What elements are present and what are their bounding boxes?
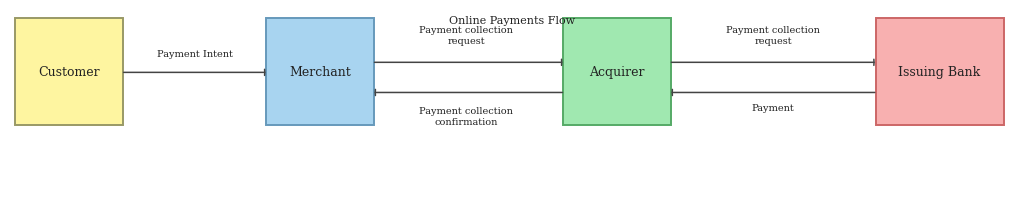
- Text: Issuing Bank: Issuing Bank: [898, 66, 981, 78]
- FancyBboxPatch shape: [266, 19, 374, 125]
- FancyBboxPatch shape: [563, 19, 671, 125]
- FancyBboxPatch shape: [876, 19, 1004, 125]
- Text: Acquirer: Acquirer: [589, 66, 645, 78]
- Text: Payment collection
confirmation: Payment collection confirmation: [419, 106, 513, 126]
- Text: Payment Intent: Payment Intent: [157, 50, 232, 58]
- Text: Payment collection
request: Payment collection request: [726, 26, 820, 46]
- FancyBboxPatch shape: [15, 19, 123, 125]
- Text: Payment: Payment: [752, 104, 795, 112]
- Text: Customer: Customer: [38, 66, 100, 78]
- Text: Payment collection
request: Payment collection request: [419, 26, 513, 46]
- Text: Merchant: Merchant: [289, 66, 351, 78]
- Text: Online Payments Flow: Online Payments Flow: [449, 16, 575, 26]
